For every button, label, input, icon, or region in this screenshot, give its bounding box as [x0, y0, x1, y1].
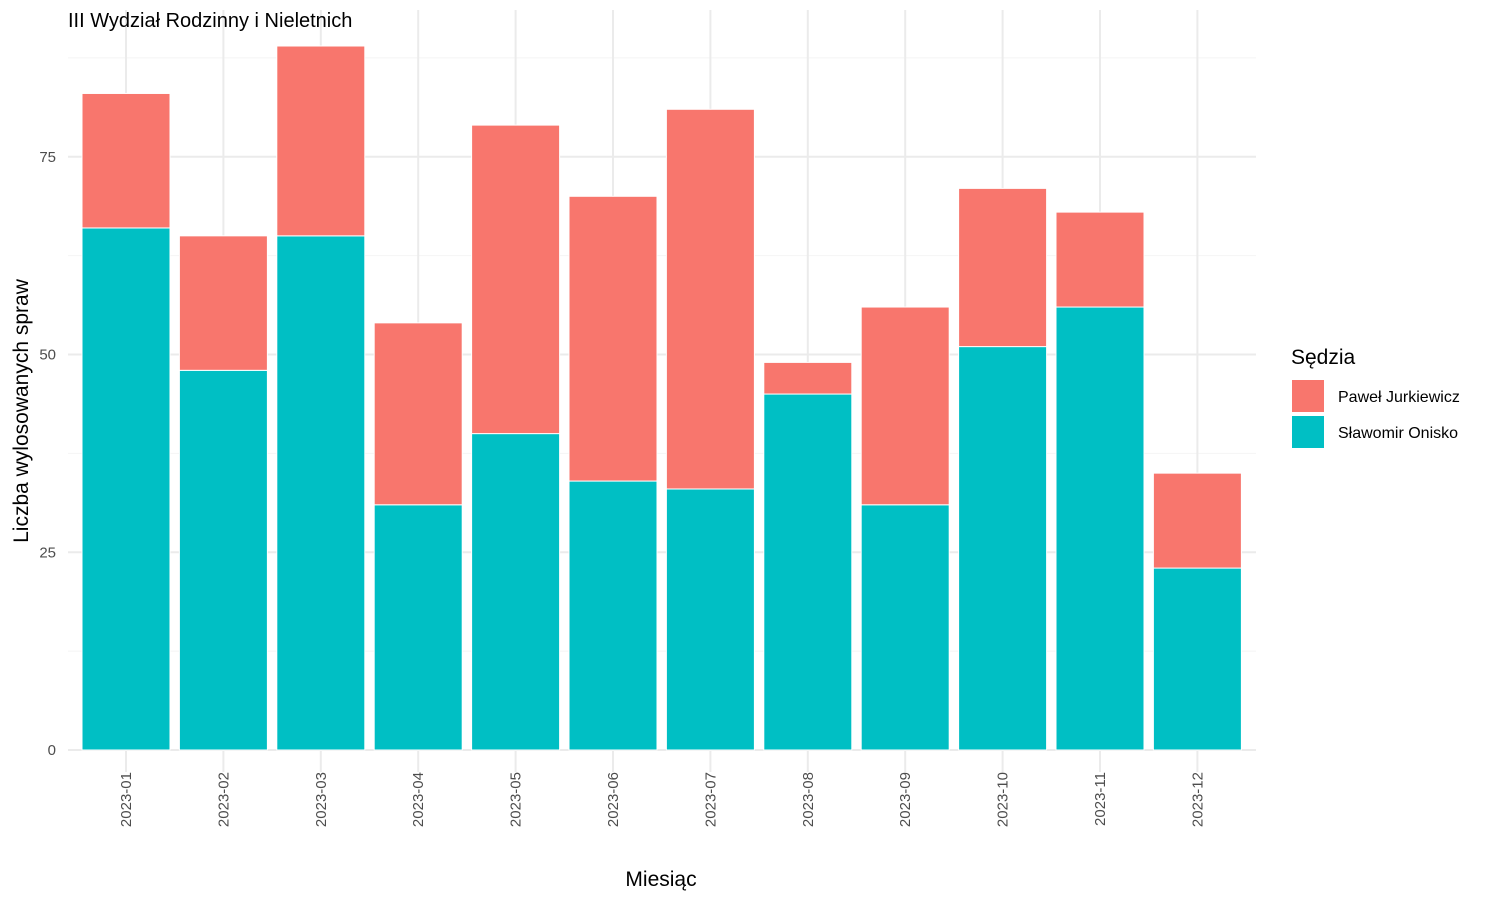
bar-segment	[958, 346, 1048, 751]
x-tick-label: 2023-01	[118, 772, 135, 827]
bar-segment	[1055, 306, 1145, 751]
y-tick-label: 50	[39, 347, 56, 364]
legend-items: Paweł Jurkiewicz Sławomir Onisko	[1292, 380, 1460, 448]
bar-segment	[373, 504, 463, 751]
legend-label: Sławomir Onisko	[1338, 425, 1458, 442]
y-tick-label: 0	[48, 742, 56, 759]
bar-segment	[958, 187, 1048, 348]
bar-segment	[665, 108, 755, 490]
bar-segment	[860, 504, 950, 751]
bar-segment	[568, 195, 658, 482]
x-tick-label: 2023-09	[897, 772, 914, 827]
bar-segment	[178, 369, 268, 751]
y-tick-label: 75	[39, 149, 56, 166]
x-tick-label: 2023-11	[1092, 772, 1109, 826]
y-tick-label: 25	[39, 544, 56, 561]
legend-swatch	[1292, 380, 1324, 412]
bar-segment	[81, 227, 171, 751]
bar-segment	[1055, 211, 1145, 308]
bar-segment	[178, 235, 268, 371]
bar-segment	[1152, 567, 1242, 751]
x-tick-label: 2023-08	[800, 772, 817, 827]
x-tick-label: 2023-12	[1189, 772, 1206, 827]
bar-segment	[763, 393, 853, 751]
bar-segment	[763, 361, 853, 395]
bar-segment	[860, 306, 950, 506]
x-tick-label: 2023-07	[702, 772, 719, 827]
bar-segment	[471, 433, 561, 751]
chart-title: III Wydział Rodzinny i Nieletnich	[68, 10, 352, 32]
x-tick-label: 2023-03	[313, 772, 330, 827]
bar-segment	[276, 45, 366, 237]
legend-swatch	[1292, 416, 1324, 448]
legend-label: Paweł Jurkiewicz	[1338, 389, 1460, 406]
y-axis-title: Liczba wylosowanych spraw	[10, 278, 33, 543]
legend-title: Sędzia	[1291, 346, 1356, 369]
bar-segment	[1152, 472, 1242, 569]
bar-segment	[665, 488, 755, 751]
x-tick-label: 2023-05	[508, 772, 525, 827]
legend: Sędzia Paweł Jurkiewicz Sławomir Onisko	[1291, 346, 1460, 448]
x-tick-label: 2023-02	[215, 772, 232, 827]
x-tick-label: 2023-10	[995, 772, 1012, 827]
bars	[81, 45, 1242, 751]
bar-segment	[373, 322, 463, 506]
x-tick-label: 2023-04	[410, 772, 427, 827]
x-tick-label: 2023-06	[605, 772, 622, 827]
bar-segment	[276, 235, 366, 751]
bar-segment	[471, 124, 561, 435]
bar-segment	[568, 480, 658, 751]
y-axis-ticks: 0 25 50 75	[39, 149, 56, 759]
x-axis-title: Miesiąc	[625, 868, 696, 891]
bar-segment	[81, 92, 171, 229]
x-axis-ticks: 2023-01 2023-02 2023-03 2023-04 2023-05 2023-…	[118, 772, 1206, 827]
